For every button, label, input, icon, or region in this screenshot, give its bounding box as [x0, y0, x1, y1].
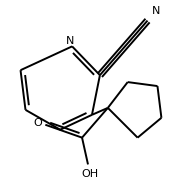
Text: N: N — [66, 36, 74, 46]
Text: OH: OH — [81, 169, 99, 179]
Text: N: N — [152, 6, 161, 16]
Text: O: O — [33, 118, 42, 128]
